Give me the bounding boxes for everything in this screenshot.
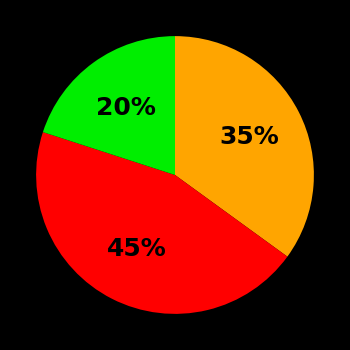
Text: 35%: 35% — [219, 125, 279, 149]
Text: 20%: 20% — [96, 96, 156, 120]
Wedge shape — [43, 36, 175, 175]
Wedge shape — [36, 132, 287, 314]
Wedge shape — [175, 36, 314, 257]
Text: 45%: 45% — [107, 237, 167, 261]
